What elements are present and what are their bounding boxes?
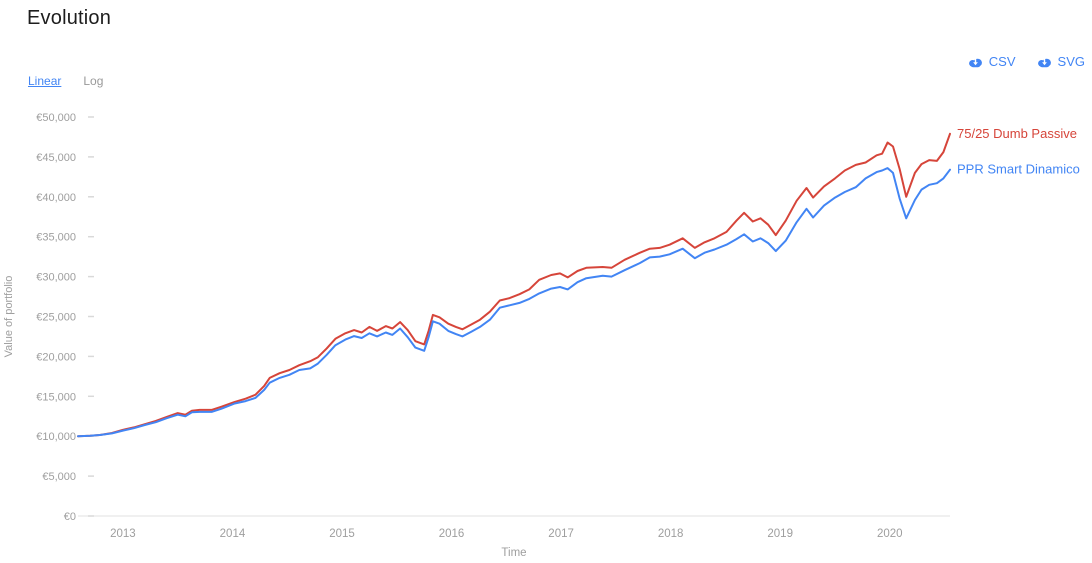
series-line-0[interactable]: [77, 132, 951, 438]
export-buttons: CSV SVG: [967, 54, 1085, 69]
x-axis-tick-label: 2016: [439, 528, 465, 540]
series-end-label-1: PPR Smart Dinamico: [957, 162, 1080, 177]
cloud-download-icon: [967, 55, 984, 69]
cloud-download-icon: [1036, 55, 1053, 69]
y-axis-tick-label: €40,000: [36, 192, 76, 204]
x-axis-tick-label: 2019: [767, 528, 793, 540]
log-scale-link[interactable]: Log: [83, 74, 104, 88]
y-axis-tick-label: €35,000: [36, 232, 76, 244]
download-svg-button[interactable]: SVG: [1036, 54, 1085, 69]
y-axis-tick-label: €15,000: [36, 391, 76, 403]
y-axis-tick-label: €50,000: [36, 112, 76, 124]
y-axis-tick-label: €0: [64, 511, 76, 523]
y-axis-tick-label: €25,000: [36, 312, 76, 324]
y-axis-tick-label: €20,000: [36, 351, 76, 363]
series-line-1[interactable]: [77, 167, 951, 438]
x-axis-tick-label: 2013: [110, 528, 136, 540]
series-end-label-0: 75/25 Dumb Passive: [957, 126, 1077, 141]
x-axis-tick-label: 2018: [658, 528, 684, 540]
x-axis-title: Time: [501, 547, 526, 559]
y-axis-tick-label: €5,000: [42, 471, 76, 483]
scale-toggle: Linear Log: [28, 74, 103, 88]
csv-button-label: CSV: [988, 54, 1016, 69]
svg-button-label: SVG: [1057, 54, 1085, 69]
y-axis-tick-label: €30,000: [36, 272, 76, 284]
y-axis-title: Value of portfolio: [3, 276, 15, 358]
y-axis-tick-label: €10,000: [36, 431, 76, 443]
x-axis-tick-label: 2015: [329, 528, 355, 540]
y-axis-tick-label: €45,000: [36, 152, 76, 164]
x-axis-tick-label: 2014: [220, 528, 246, 540]
linear-scale-link[interactable]: Linear: [28, 74, 62, 88]
x-axis-tick-label: 2017: [548, 528, 574, 540]
download-csv-button[interactable]: CSV: [967, 54, 1016, 69]
page-title: Evolution: [27, 7, 112, 29]
x-axis-tick-label: 2020: [877, 528, 903, 540]
